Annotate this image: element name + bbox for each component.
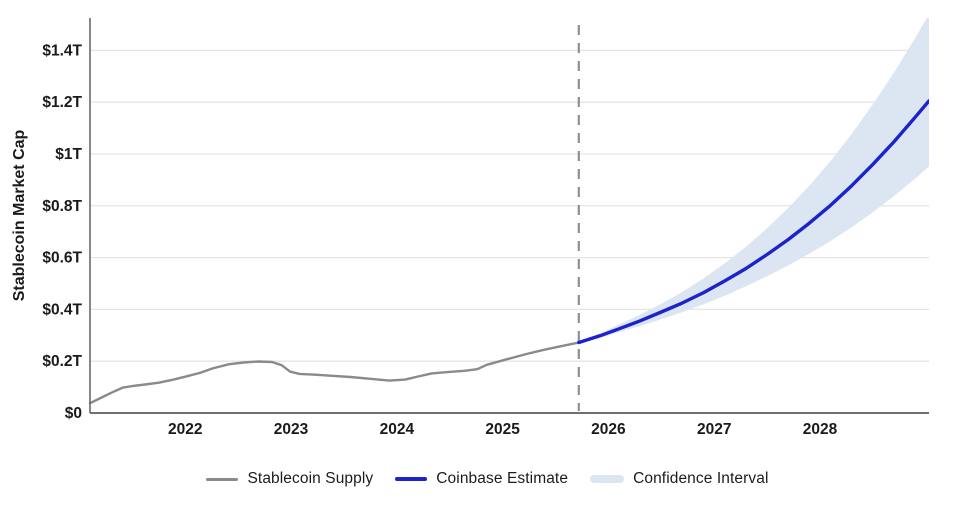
legend-item-coinbase-estimate: Coinbase Estimate — [395, 470, 568, 488]
stablecoin-supply-line — [88, 341, 580, 405]
y-axis-tick-label: $1.4T — [42, 42, 82, 59]
estimate-line-swatch-icon — [395, 477, 428, 481]
x-axis-tick-label: 2028 — [803, 421, 838, 438]
x-axis-tick-label: 2025 — [485, 421, 520, 438]
confidence-band-swatch-icon — [590, 475, 625, 483]
y-axis-tick-label: $1T — [55, 146, 82, 163]
chart-area: $0 $0.2T $0.4T $0.6T $0.8T $1T $1.2T $1.4T 2022 2… — [11, 18, 929, 438]
y-axis-tick-label: $1.2T — [42, 94, 82, 111]
y-axis-tick-label: $0 — [65, 405, 82, 422]
x-axis-tick-label: 2024 — [380, 421, 415, 438]
coinbase-estimate-line — [577, 99, 929, 345]
x-axis-tick-label: 2022 — [168, 421, 202, 438]
legend-label-stablecoin-supply: Stablecoin Supply — [247, 470, 374, 487]
y-axis-tick-label: $0.2T — [42, 353, 82, 370]
x-axis-tick-label: 2023 — [274, 421, 309, 438]
y-axis-tick-label: $0.8T — [42, 198, 82, 215]
supply-line-swatch-icon — [206, 477, 239, 481]
chart-legend: Stablecoin Supply Coinbase Estimate Conf… — [0, 462, 975, 496]
legend-item-stablecoin-supply: Stablecoin Supply — [206, 470, 373, 488]
stablecoin-market-cap-chart: $0 $0.2T $0.4T $0.6T $0.8T $1T $1.2T $1.4T 2022 2… — [11, 18, 929, 438]
y-axis-tick-label: $0.4T — [42, 301, 82, 318]
legend-label-confidence-interval: Confidence Interval — [633, 470, 769, 487]
y-axis-tick-label: $0.6T — [42, 250, 82, 267]
x-axis-tick-label: 2027 — [697, 421, 731, 438]
legend-label-coinbase-estimate: Coinbase Estimate — [436, 470, 569, 487]
confidence-interval-band — [578, 18, 929, 344]
legend-item-confidence-interval: Confidence Interval — [590, 470, 768, 488]
y-axis-title: Stablecoin Market Cap — [11, 129, 28, 301]
x-axis-tick-label: 2026 — [591, 421, 626, 438]
